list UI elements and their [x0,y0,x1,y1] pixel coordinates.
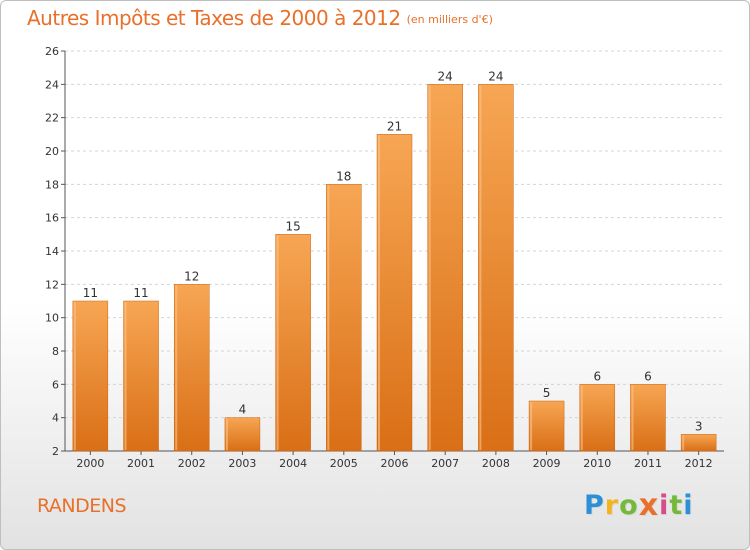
data-label-2001: 11 [133,286,148,300]
proxiti-logo: Proxiti [584,487,694,523]
bar-highlight [428,85,431,450]
bar-2012 [680,434,717,452]
y-tick-label: 18 [45,178,59,191]
data-label-2006: 21 [387,119,402,133]
y-tick-label: 20 [45,145,59,158]
logo-letter: r [604,490,620,521]
y-tick-label: 26 [45,45,59,58]
bar-highlight [276,235,279,450]
y-tick-label: 6 [52,378,59,391]
data-label-2011: 6 [644,369,652,383]
data-label-2003: 4 [239,403,247,417]
bar-highlight [225,418,228,450]
bar-highlight [580,385,583,450]
logo-letter: P [584,490,605,521]
data-label-2009: 5 [543,386,551,400]
x-tick-label-2012: 2012 [685,457,713,470]
bar-highlight [378,135,380,451]
data-label-2007: 24 [438,69,453,83]
bar-highlight [175,285,178,450]
y-tick-label: 12 [45,278,59,291]
bar-highlight [479,85,482,450]
x-tick-label-2007: 2007 [431,457,459,470]
bar-2009 [528,400,565,452]
y-tick-label: 8 [52,345,59,358]
bar-2000 [72,300,109,452]
y-tick-label: 24 [45,78,59,91]
labels: 2468101214161820222426112000112001122002… [45,45,713,470]
bar-highlight [124,302,127,450]
data-label-2010: 6 [593,369,601,383]
logo-letter: i [659,490,670,521]
bar-highlight [73,302,76,450]
bar-2011 [630,384,666,452]
bar-highlight [631,385,634,450]
bar-2003 [224,417,261,452]
x-tick-label-2004: 2004 [279,457,307,470]
logo-letter: i [683,490,694,521]
data-label-2008: 24 [488,69,503,83]
bar-highlight [530,402,533,450]
data-label-2005: 18 [336,169,351,183]
y-tick-label: 2 [52,445,59,458]
logo-letter: o [619,490,639,521]
bar-2010 [579,384,616,452]
y-tick-label: 10 [45,312,59,325]
x-tick-label-2011: 2011 [634,457,662,470]
bars [72,84,717,452]
logo-letter: t [669,490,684,521]
bar-highlight [682,435,685,450]
logo-letter: x [638,488,660,523]
x-tick-label-2006: 2006 [381,457,409,470]
x-tick-label-2002: 2002 [178,457,206,470]
data-label-2002: 12 [184,269,199,283]
bar-2002 [173,284,210,452]
bar-2005 [326,184,362,452]
x-tick-label-2010: 2010 [583,457,611,470]
x-tick-label-2000: 2000 [76,457,104,470]
unit-note: (en milliers d'€) [406,13,493,26]
bar-2008 [478,84,514,452]
chart-title: Autres Impôts et Taxes de 2000 à 2012 (en… [27,6,493,30]
bar-2007 [427,84,463,452]
y-tick-label: 22 [45,112,59,125]
bar-2006 [376,134,413,452]
bar-highlight [327,185,330,451]
y-tick-label: 4 [52,412,59,425]
y-tick-label: 14 [45,245,59,258]
x-tick-label-2001: 2001 [127,457,155,470]
bar-2004 [275,234,311,452]
x-tick-label-2008: 2008 [482,457,510,470]
chart-title-text: Autres Impôts et Taxes de 2000 à 2012 [27,6,401,30]
x-tick-label-2005: 2005 [330,457,358,470]
y-tick-label: 16 [45,212,59,225]
bar-2001 [123,300,159,452]
place-name: RANDENS [37,495,127,517]
data-label-2000: 11 [83,286,98,300]
x-tick-label-2009: 2009 [533,457,561,470]
data-label-2004: 15 [285,219,300,233]
x-tick-label-2003: 2003 [228,457,256,470]
data-label-2012: 3 [695,419,703,433]
